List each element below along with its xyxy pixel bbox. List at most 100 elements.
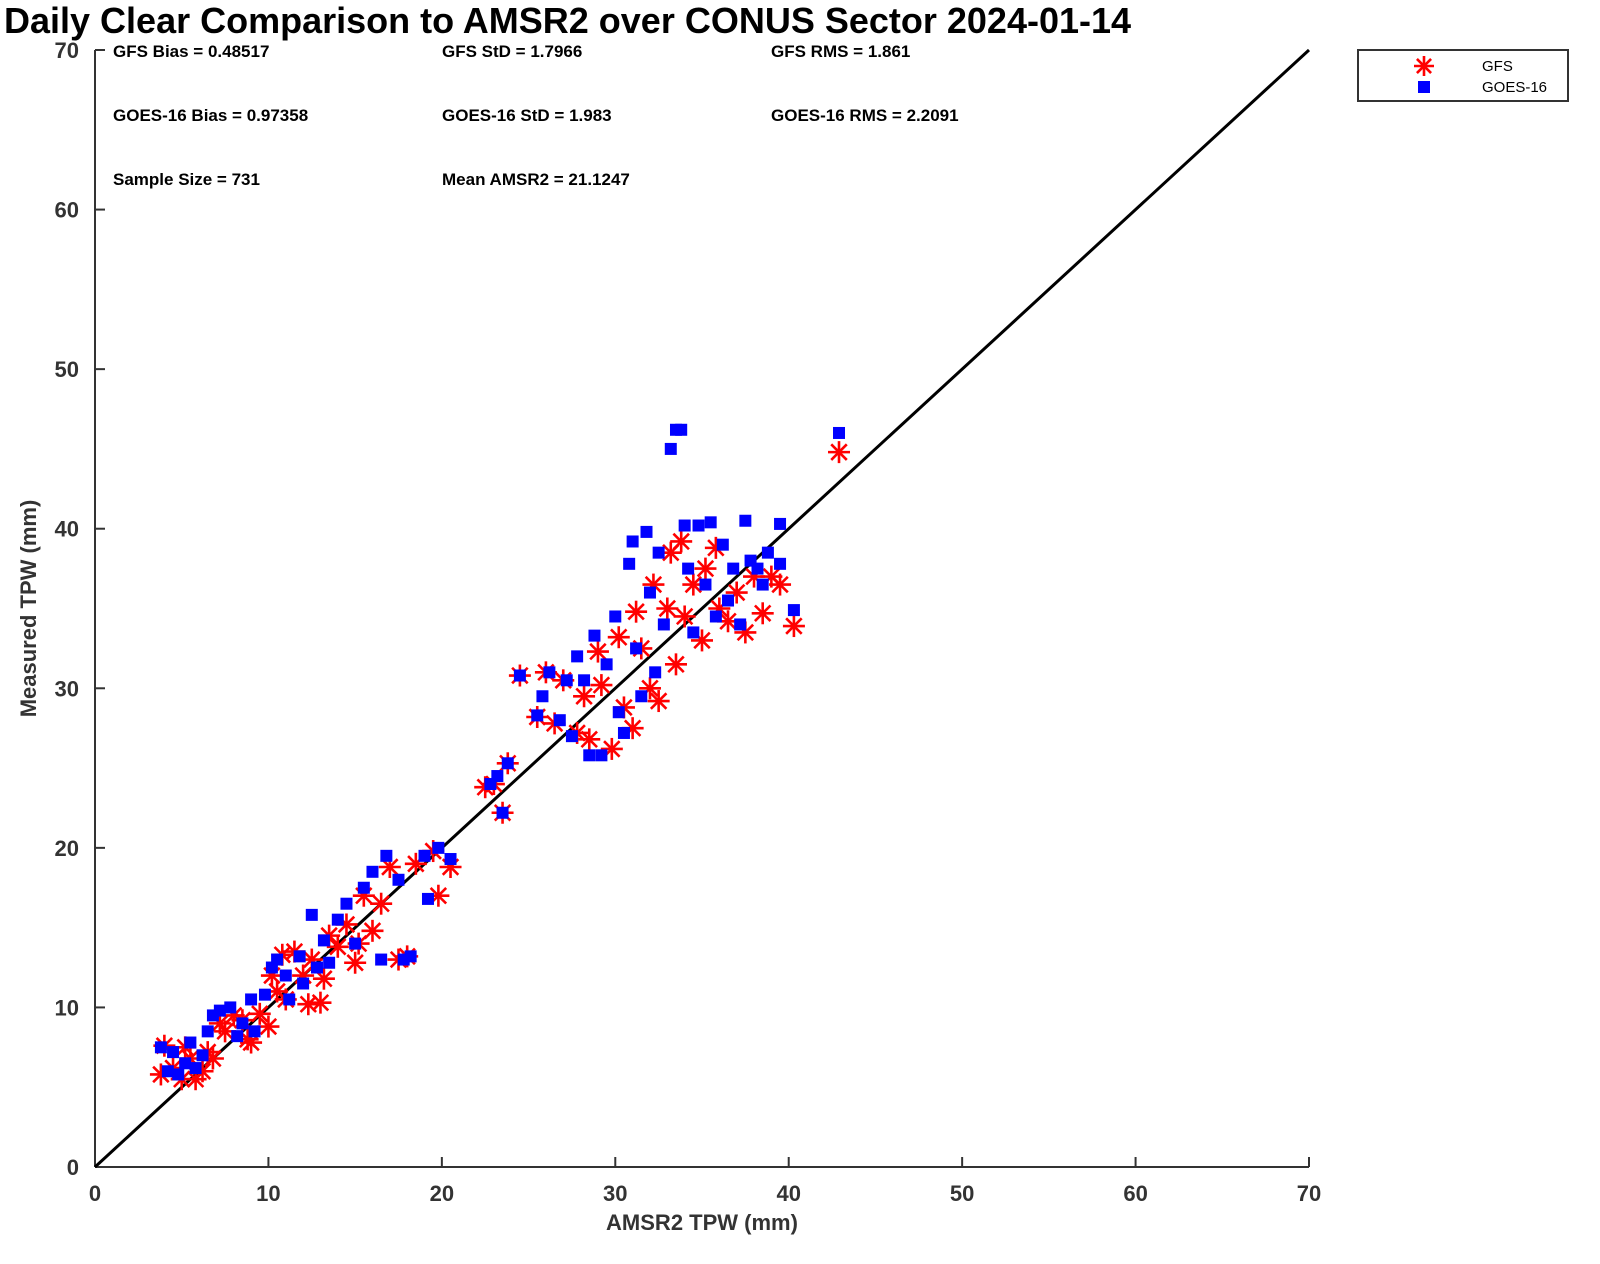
data-point bbox=[687, 626, 700, 639]
data-point bbox=[293, 950, 306, 963]
asterisk-stroke bbox=[259, 1017, 278, 1036]
data-point bbox=[536, 690, 549, 703]
data-point bbox=[297, 977, 310, 990]
data-point bbox=[340, 897, 353, 910]
data-point bbox=[271, 953, 284, 966]
asterisk-stroke bbox=[658, 599, 677, 618]
x-tick-label: 60 bbox=[1123, 1181, 1147, 1206]
series-goes-16 bbox=[154, 423, 846, 1081]
data-point bbox=[612, 706, 625, 719]
y-tick-label: 50 bbox=[55, 357, 79, 382]
data-point bbox=[375, 953, 388, 966]
data-point bbox=[787, 604, 800, 617]
y-tick-label: 20 bbox=[55, 836, 79, 861]
asterisk-stroke bbox=[193, 1062, 212, 1080]
asterisk-stroke bbox=[315, 970, 333, 988]
asterisk-stroke bbox=[346, 954, 364, 972]
y-tick-label: 60 bbox=[55, 198, 79, 223]
data-point bbox=[782, 615, 805, 638]
data-point bbox=[734, 618, 747, 631]
data-point bbox=[659, 541, 682, 564]
y-tick-label: 70 bbox=[55, 38, 79, 63]
data-point bbox=[317, 934, 330, 947]
data-point bbox=[245, 993, 258, 1006]
data-point bbox=[213, 1004, 226, 1017]
data-point bbox=[444, 853, 457, 866]
data-point bbox=[501, 757, 514, 770]
data-point bbox=[392, 873, 405, 886]
data-point bbox=[828, 441, 851, 464]
chart-title: Daily Clear Comparison to AMSR2 over CON… bbox=[4, 0, 1132, 41]
data-point bbox=[833, 426, 846, 439]
data-point bbox=[751, 562, 764, 575]
data-point bbox=[553, 714, 566, 727]
data-point bbox=[664, 653, 687, 676]
stat-annotation: GFS StD = 1.7966 bbox=[442, 42, 582, 61]
y-tick-label: 40 bbox=[55, 517, 79, 542]
data-point bbox=[595, 749, 608, 762]
data-point bbox=[248, 1002, 271, 1025]
data-point bbox=[717, 610, 740, 633]
legend-label: GOES-16 bbox=[1482, 79, 1547, 96]
data-point bbox=[709, 610, 722, 623]
data-point bbox=[418, 849, 431, 862]
asterisk-stroke bbox=[672, 532, 690, 551]
data-point bbox=[678, 519, 691, 532]
stat-annotation: GFS Bias = 0.48517 bbox=[113, 42, 269, 61]
data-point bbox=[231, 1030, 244, 1043]
data-point bbox=[370, 892, 393, 915]
asterisk-stroke bbox=[268, 982, 286, 1001]
data-point bbox=[670, 530, 693, 553]
data-point bbox=[600, 658, 613, 671]
asterisk-stroke bbox=[299, 995, 318, 1013]
data-point bbox=[331, 913, 344, 926]
asterisk-stroke bbox=[649, 692, 668, 710]
data-point bbox=[154, 1041, 167, 1054]
asterisk-stroke bbox=[580, 730, 598, 749]
legend-label: GFS bbox=[1482, 58, 1513, 75]
data-point bbox=[248, 1025, 261, 1038]
data-point bbox=[774, 557, 787, 570]
data-point bbox=[716, 538, 729, 551]
data-point bbox=[751, 602, 774, 625]
data-point bbox=[630, 642, 643, 655]
x-tick-label: 50 bbox=[950, 1181, 974, 1206]
asterisk-stroke bbox=[785, 617, 803, 635]
asterisk-stroke bbox=[311, 993, 330, 1012]
data-point bbox=[361, 919, 384, 942]
data-point bbox=[649, 666, 662, 679]
data-point bbox=[586, 640, 609, 663]
x-tick-label: 70 bbox=[1297, 1181, 1321, 1206]
y-axis-label: Measured TPW (mm) bbox=[16, 500, 41, 718]
asterisk-stroke bbox=[675, 607, 694, 626]
asterisk-stroke bbox=[575, 687, 593, 705]
asterisk-stroke bbox=[719, 612, 737, 630]
data-point bbox=[761, 546, 774, 559]
asterisk-stroke bbox=[589, 642, 607, 661]
data-point bbox=[657, 618, 670, 631]
data-point bbox=[184, 1036, 197, 1049]
asterisk-stroke bbox=[830, 443, 848, 461]
data-point bbox=[652, 546, 665, 559]
data-point bbox=[617, 726, 630, 739]
data-point bbox=[573, 685, 596, 708]
data-point bbox=[172, 1068, 185, 1081]
asterisk-stroke bbox=[610, 628, 628, 646]
asterisk-stroke bbox=[667, 655, 685, 674]
stat-annotation: GOES-16 Bias = 0.97358 bbox=[113, 106, 308, 125]
data-point bbox=[647, 690, 670, 713]
y-tick-label: 30 bbox=[55, 676, 79, 701]
data-point bbox=[560, 674, 573, 687]
data-point bbox=[236, 1017, 249, 1030]
legend-marker bbox=[1414, 56, 1434, 76]
data-point bbox=[196, 1049, 209, 1062]
asterisk-stroke bbox=[337, 915, 356, 934]
x-axis-label: AMSR2 TPW (mm) bbox=[606, 1210, 798, 1235]
data-point bbox=[571, 650, 584, 663]
data-point bbox=[432, 841, 445, 854]
data-point bbox=[344, 951, 367, 974]
legend-box bbox=[1357, 49, 1569, 102]
series-gfs bbox=[149, 441, 851, 1091]
data-point bbox=[704, 516, 717, 529]
x-tick-label: 20 bbox=[430, 1181, 454, 1206]
